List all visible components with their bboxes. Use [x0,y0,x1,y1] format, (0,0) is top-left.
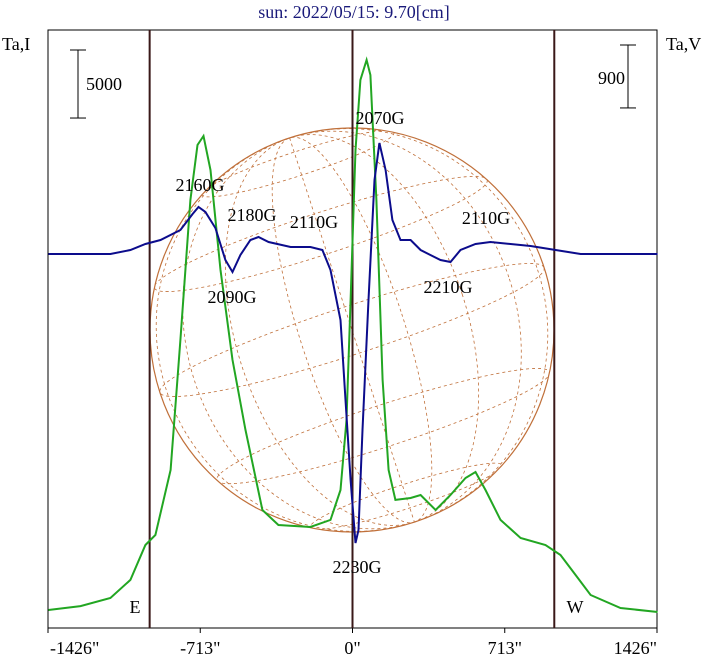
x-tick-label: 1426" [614,638,657,658]
annotation: 2070G [356,108,405,128]
latitude-line [159,263,545,397]
scale-bar-label: 5000 [86,74,122,94]
chart-title: sun: 2022/05/15: 9.70[cm] [258,2,450,22]
data-line [48,142,658,544]
x-tick-label: -1426" [50,638,99,658]
y2-axis-label: Ta,V [666,34,701,54]
x-tick-label: -713" [180,638,220,658]
limb-label: W [567,597,584,617]
limb-label: E [130,597,141,617]
latitude-line [309,462,503,531]
meridian-line [289,137,415,523]
meridian-line [155,128,549,532]
y-axis-label: Ta,I [2,34,30,54]
x-tick-label: 713" [488,638,522,658]
annotation: 2090G [208,287,257,307]
annotation: 2160G [176,175,225,195]
annotation: 2110G [462,208,510,228]
data-line [48,56,658,613]
annotation: 2180G [228,205,277,225]
x-tick-label: 0" [344,638,360,658]
scale-bar [620,44,636,109]
latitude-line [201,129,395,198]
annotation: 2230G [333,557,382,577]
scale-bar-label: 900 [598,68,625,88]
annotation: 2110G [290,212,338,232]
annotation: 2210G [424,277,473,297]
scale-bar [70,49,86,119]
